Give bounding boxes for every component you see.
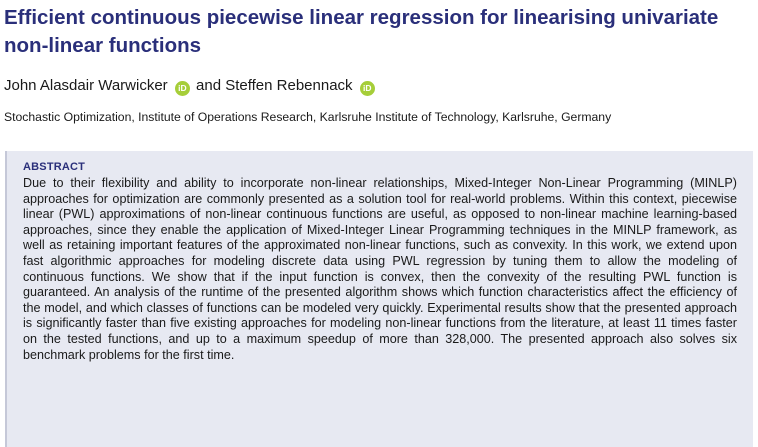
author-name: John Alasdair Warwicker: [4, 77, 168, 94]
author-line: John Alasdair Warwicker iD and Steffen R…: [4, 76, 377, 96]
orcid-icon[interactable]: iD: [174, 81, 190, 96]
abstract-heading: ABSTRACT: [23, 161, 86, 173]
author-name: Steffen Rebennack: [225, 77, 353, 94]
abstract-text: Due to their flexibility and ability to …: [23, 176, 737, 362]
orcid-icon[interactable]: iD: [359, 81, 375, 96]
affiliation: Stochastic Optimization, Institute of Op…: [4, 110, 612, 124]
author-joiner: and: [196, 77, 222, 94]
abstract-box: ABSTRACT Due to their flexibility and ab…: [5, 151, 753, 447]
paper-title: Efficient continuous piecewise linear re…: [4, 6, 719, 57]
